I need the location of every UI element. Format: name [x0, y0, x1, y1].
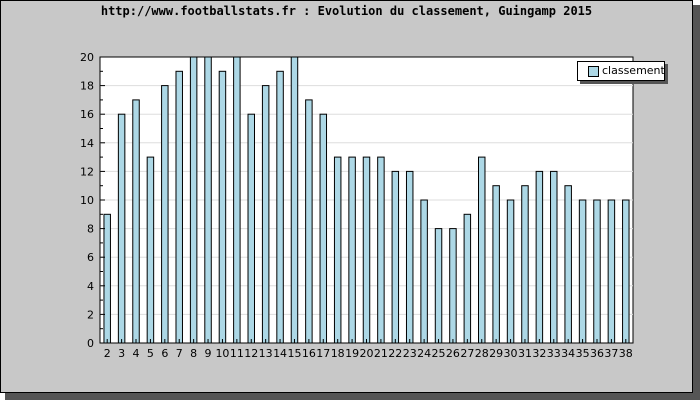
- x-tick-label: 18: [331, 347, 345, 360]
- bar: [175, 70, 183, 344]
- x-tick-label: 6: [161, 347, 168, 360]
- bars: [103, 56, 630, 344]
- x-tick-label: 19: [345, 347, 359, 360]
- bar: [607, 199, 616, 344]
- x-tick-label: 11: [230, 347, 244, 360]
- x-tick-label: 8: [190, 347, 197, 360]
- x-tick-label: 7: [176, 347, 183, 360]
- chart-title: http://www.footballstats.fr : Evolution …: [100, 4, 593, 18]
- x-tick-label: 30: [504, 347, 518, 360]
- legend: classement: [577, 61, 665, 81]
- bar: [622, 199, 630, 344]
- bar: [305, 99, 313, 344]
- frame-shadow: [5, 393, 700, 400]
- x-tick-label: 9: [205, 347, 212, 360]
- x-tick-label: 34: [561, 347, 575, 360]
- bar: [506, 199, 515, 344]
- y-tick-label: 4: [87, 280, 94, 293]
- bar: [261, 85, 270, 344]
- bar: [377, 156, 385, 344]
- bar: [449, 228, 457, 344]
- y-tick-label: 12: [80, 165, 94, 178]
- x-tick-label: 13: [259, 347, 273, 360]
- bar: [290, 56, 299, 344]
- x-tick-label: 21: [374, 347, 388, 360]
- frame-shadow: [693, 5, 700, 400]
- x-tick-label: 35: [576, 347, 590, 360]
- bar: [492, 185, 500, 344]
- x-tick-label: 14: [273, 347, 287, 360]
- x-tick-label: 12: [244, 347, 258, 360]
- bar: [189, 56, 198, 344]
- x-tick-label: 20: [360, 347, 374, 360]
- x-tick-label: 29: [489, 347, 503, 360]
- x-tick-label: 36: [590, 347, 604, 360]
- bar: [535, 170, 544, 344]
- x-tick-label: 15: [287, 347, 301, 360]
- x-tick-label: 27: [460, 347, 474, 360]
- bar: [362, 156, 371, 344]
- x-tick-label: 5: [147, 347, 154, 360]
- x-tick-label: 22: [388, 347, 402, 360]
- bar: [103, 213, 111, 344]
- x-tick-label: 4: [133, 347, 140, 360]
- y-axis: 0 2 4 6 8 10 12 14 16 18 20: [80, 51, 105, 350]
- bar: [146, 156, 155, 344]
- x-tick-label: 31: [518, 347, 532, 360]
- y-tick-label: 16: [80, 108, 94, 121]
- y-tick-label: 8: [87, 223, 94, 236]
- bar: [550, 170, 558, 344]
- bar: [276, 70, 284, 344]
- bar: [391, 170, 400, 344]
- legend-swatch: [588, 66, 599, 77]
- bar: [319, 113, 328, 344]
- bar: [117, 113, 126, 344]
- y-tick-label: 6: [87, 251, 94, 264]
- x-tick-label: 33: [547, 347, 561, 360]
- x-axis: 2 3 4 5 6 7 8 9 10 11 12 13 14 15 16 17 18 19 20 21 22 23 24 25…: [104, 339, 633, 360]
- bar: [434, 228, 443, 344]
- x-tick-label: 23: [403, 347, 417, 360]
- bar: [463, 213, 472, 344]
- bar: [161, 85, 169, 344]
- x-tick-label: 10: [215, 347, 229, 360]
- x-tick-label: 16: [302, 347, 316, 360]
- y-tick-label: 2: [87, 308, 94, 321]
- y-tick-label: 14: [80, 137, 94, 150]
- bar: [132, 99, 140, 344]
- bar: [578, 199, 587, 344]
- y-tick-label: 18: [80, 80, 94, 93]
- x-tick-label: 17: [316, 347, 330, 360]
- x-tick-label: 24: [417, 347, 431, 360]
- bar: [478, 156, 486, 344]
- bar: [593, 199, 601, 344]
- bar: [348, 156, 356, 344]
- bar: [564, 185, 572, 344]
- bar: [204, 56, 212, 344]
- x-tick-label: 38: [619, 347, 633, 360]
- bar: [218, 70, 227, 344]
- y-tick-label: 0: [87, 337, 94, 350]
- bar: [521, 185, 529, 344]
- x-tick-label: 26: [446, 347, 460, 360]
- bar: [233, 56, 241, 344]
- legend-label: classement: [602, 64, 665, 77]
- x-tick-label: 28: [475, 347, 489, 360]
- bar: [420, 199, 428, 344]
- x-tick-label: 25: [432, 347, 446, 360]
- x-tick-label: 3: [118, 347, 125, 360]
- x-tick-label: 37: [604, 347, 618, 360]
- x-tick-label: 32: [532, 347, 546, 360]
- x-tick-label: 2: [104, 347, 111, 360]
- bar: [333, 156, 342, 344]
- y-tick-label: 20: [80, 51, 94, 64]
- bar: [247, 113, 255, 344]
- bar: [405, 170, 414, 344]
- y-tick-label: 10: [80, 194, 94, 207]
